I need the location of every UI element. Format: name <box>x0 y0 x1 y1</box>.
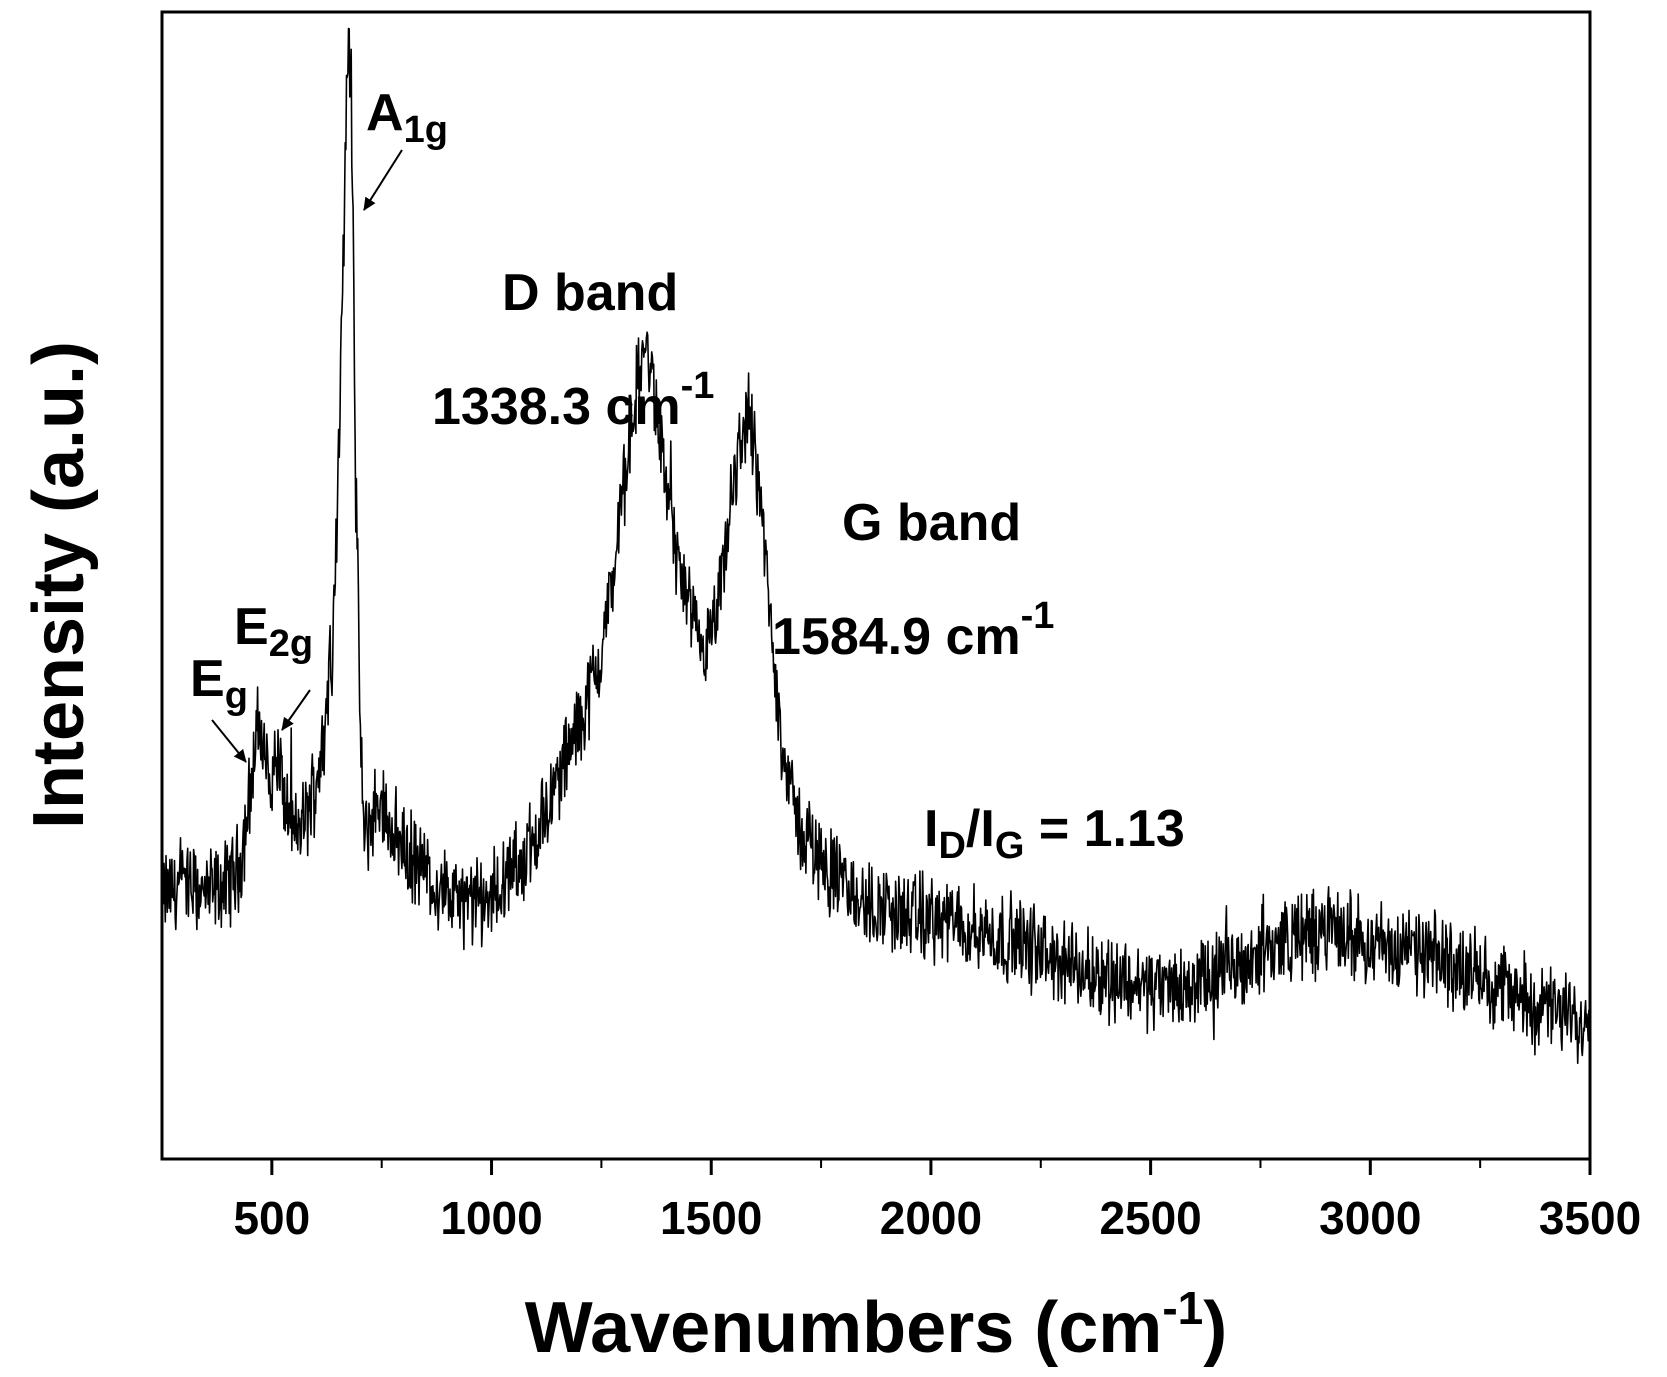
spectrum-series-line <box>161 27 1591 1064</box>
d-band-label: D band <box>502 264 678 322</box>
x-tick-label: 500 <box>233 1192 310 1244</box>
x-tick-label: 2500 <box>1099 1192 1201 1244</box>
intensity-ratio: ID/IG = 1.13 <box>924 800 1185 867</box>
x-axis-ticks <box>270 1159 1592 1175</box>
peak-annotations: A1g E2g Eg D band 1338.3 cm-1 G band 158… <box>190 84 1185 867</box>
plot-frame <box>160 10 1592 1161</box>
eg-label: Eg <box>190 650 248 717</box>
g-band-position: 1584.9 cm-1 <box>772 595 1054 666</box>
y-axis-title: Intensity (a.u.) <box>19 341 99 829</box>
d-band-position: 1338.3 cm-1 <box>432 365 714 436</box>
e2g-arrow <box>281 689 311 731</box>
e2g-label: E2g <box>234 598 313 665</box>
series-layer <box>161 27 1591 1064</box>
x-tick-label: 1500 <box>660 1192 762 1244</box>
g-band-label: G band <box>842 494 1021 552</box>
x-tick-label: 3500 <box>1539 1192 1641 1244</box>
x-tick-label: 1000 <box>440 1192 542 1244</box>
x-tick-label: 2000 <box>880 1192 982 1244</box>
a1g-arrow <box>363 149 403 211</box>
eg-arrow <box>211 719 247 763</box>
x-tick-label: 3000 <box>1319 1192 1421 1244</box>
x-axis-tick-labels: 500 1000 1500 2000 2500 3000 3500 <box>233 1192 1641 1244</box>
a1g-label: A1g <box>366 84 448 151</box>
x-axis-title: Wavenumbers (cm-1) <box>525 1282 1227 1368</box>
